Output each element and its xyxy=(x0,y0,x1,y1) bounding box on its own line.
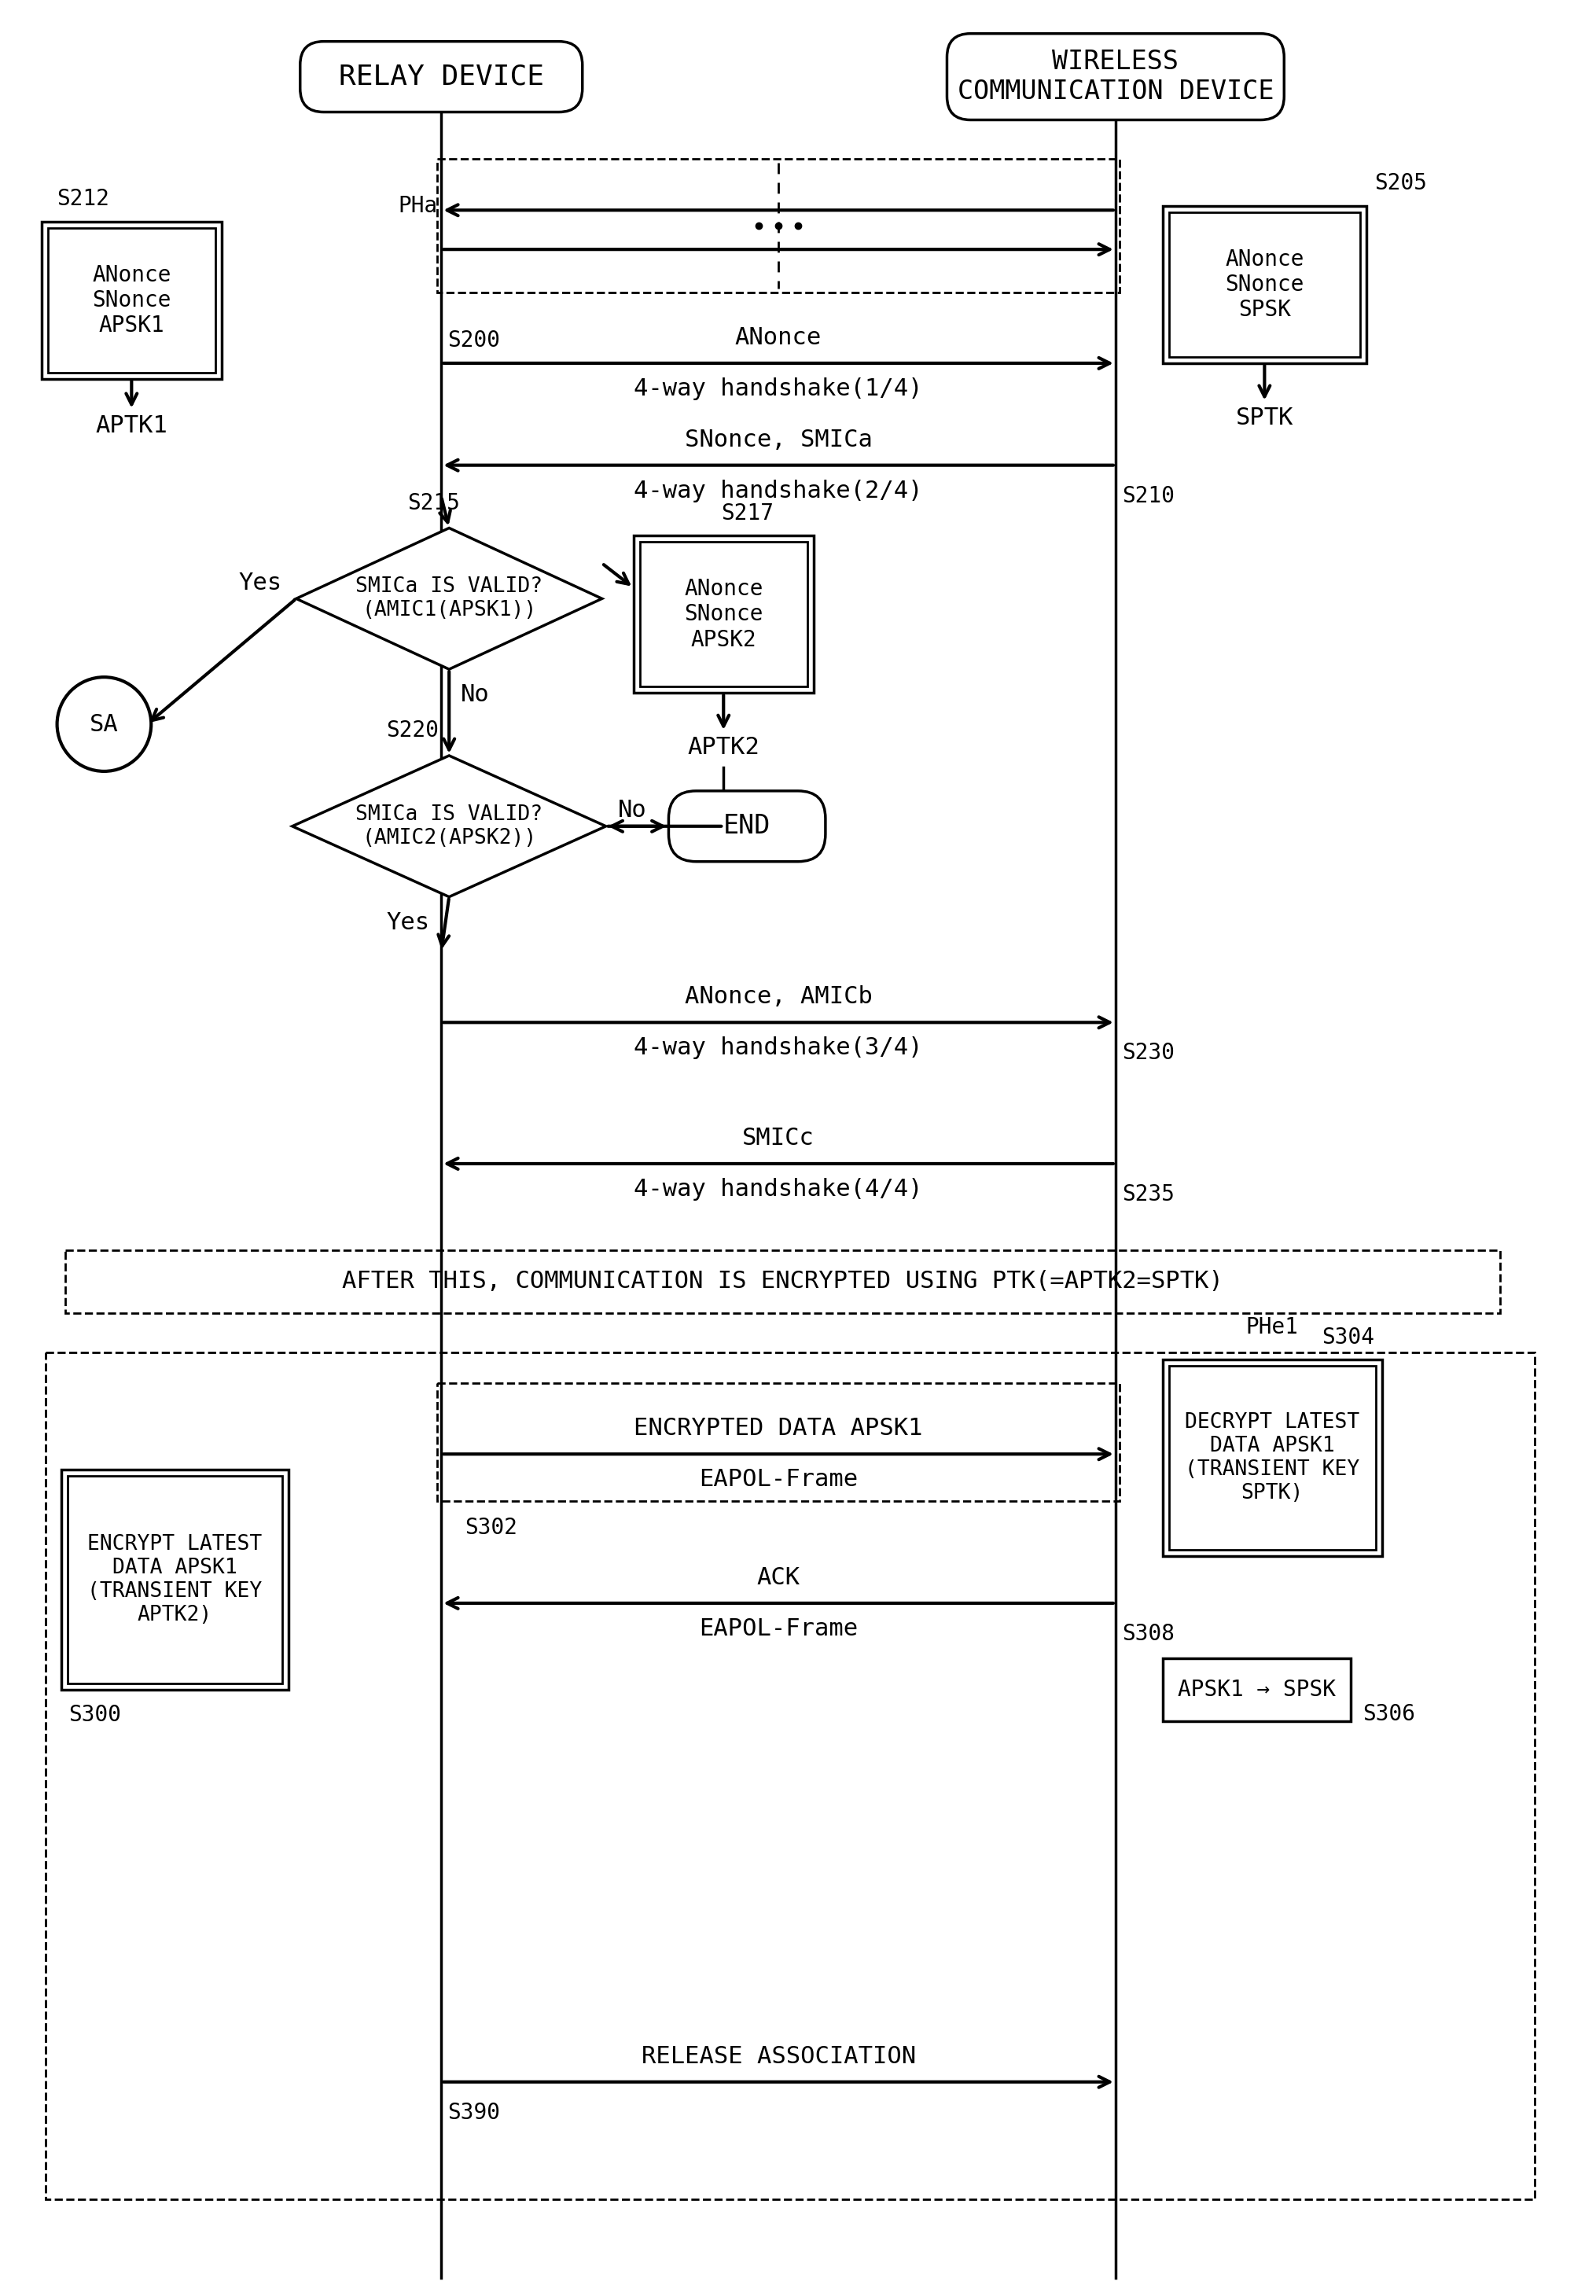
Text: 4-way handshake(4/4): 4-way handshake(4/4) xyxy=(634,1178,922,1201)
Text: S230: S230 xyxy=(1122,1042,1175,1063)
Text: PHa: PHa xyxy=(397,195,437,218)
Bar xyxy=(65,1249,1500,1313)
Text: S210: S210 xyxy=(1122,484,1175,507)
Bar xyxy=(41,223,222,379)
Text: ENCRYPT LATEST
DATA APSK1
(TRANSIENT KEY
APTK2): ENCRYPT LATEST DATA APSK1 (TRANSIENT KEY… xyxy=(88,1534,262,1626)
Text: EAPOL-Frame: EAPOL-Frame xyxy=(699,1467,859,1490)
Text: ANonce
SNonce
SPSK: ANonce SNonce SPSK xyxy=(1226,248,1304,321)
FancyBboxPatch shape xyxy=(669,790,825,861)
Text: Yes: Yes xyxy=(239,572,282,595)
Text: SMICa IS VALID?
(AMIC1(APSK1)): SMICa IS VALID? (AMIC1(APSK1)) xyxy=(356,576,543,620)
Bar xyxy=(61,1469,289,1690)
Bar xyxy=(1162,1658,1350,1722)
Text: AFTER THIS, COMMUNICATION IS ENCRYPTED USING PTK(=APTK2=SPTK): AFTER THIS, COMMUNICATION IS ENCRYPTED U… xyxy=(342,1270,1223,1293)
Polygon shape xyxy=(297,528,602,668)
Text: SNonce, SMICa: SNonce, SMICa xyxy=(685,429,873,450)
Text: S212: S212 xyxy=(57,188,110,211)
Text: PHe1: PHe1 xyxy=(1246,1316,1299,1339)
Bar xyxy=(1162,207,1366,363)
Text: DECRYPT LATEST
DATA APSK1
(TRANSIENT KEY
SPTK): DECRYPT LATEST DATA APSK1 (TRANSIENT KEY… xyxy=(1184,1412,1360,1504)
Bar xyxy=(1168,214,1360,356)
Text: RELEASE ASSOCIATION: RELEASE ASSOCIATION xyxy=(642,2046,916,2069)
Text: ANonce
SNonce
APSK1: ANonce SNonce APSK1 xyxy=(93,264,171,338)
FancyBboxPatch shape xyxy=(946,34,1285,119)
Text: S220: S220 xyxy=(386,719,439,742)
Text: S205: S205 xyxy=(1374,172,1427,195)
Text: ACK: ACK xyxy=(757,1566,800,1589)
Text: APTK2: APTK2 xyxy=(688,737,760,760)
Text: APTK1: APTK1 xyxy=(96,416,168,436)
Bar xyxy=(437,158,1119,292)
Bar xyxy=(437,1384,1119,1502)
Polygon shape xyxy=(292,755,606,898)
Text: ANonce
SNonce
APSK2: ANonce SNonce APSK2 xyxy=(685,579,763,650)
Bar xyxy=(1162,1359,1382,1557)
Text: 4-way handshake(2/4): 4-way handshake(2/4) xyxy=(634,480,922,503)
Text: S300: S300 xyxy=(69,1704,121,1727)
Text: EAPOL-Frame: EAPOL-Frame xyxy=(699,1616,859,1639)
Bar xyxy=(45,1352,1535,2200)
Bar xyxy=(634,535,814,693)
Text: S308: S308 xyxy=(1122,1623,1175,1644)
Text: RELAY DEVICE: RELAY DEVICE xyxy=(338,64,544,90)
Text: SA: SA xyxy=(89,712,118,735)
Text: S217: S217 xyxy=(721,503,774,523)
FancyBboxPatch shape xyxy=(300,41,583,113)
Text: SMICc: SMICc xyxy=(742,1127,814,1150)
Text: S304: S304 xyxy=(1321,1327,1374,1348)
Text: S200: S200 xyxy=(447,328,500,351)
Text: Yes: Yes xyxy=(386,912,429,934)
Text: S306: S306 xyxy=(1363,1704,1416,1724)
Text: 4-way handshake(3/4): 4-way handshake(3/4) xyxy=(634,1035,922,1058)
Circle shape xyxy=(57,677,152,771)
Text: No: No xyxy=(618,799,646,822)
Bar xyxy=(1168,1366,1376,1550)
Text: SPTK: SPTK xyxy=(1235,406,1293,429)
Text: ANonce: ANonce xyxy=(736,326,822,349)
Text: S235: S235 xyxy=(1122,1182,1175,1205)
Text: END: END xyxy=(723,813,771,840)
Bar xyxy=(48,227,215,372)
Text: ENCRYPTED DATA APSK1: ENCRYPTED DATA APSK1 xyxy=(634,1417,922,1440)
Text: S215: S215 xyxy=(407,491,460,514)
Text: WIRELESS
COMMUNICATION DEVICE: WIRELESS COMMUNICATION DEVICE xyxy=(958,48,1274,106)
Text: APSK1 → SPSK: APSK1 → SPSK xyxy=(1178,1678,1336,1701)
Text: 4-way handshake(1/4): 4-way handshake(1/4) xyxy=(634,377,922,400)
Text: SMICa IS VALID?
(AMIC2(APSK2)): SMICa IS VALID? (AMIC2(APSK2)) xyxy=(356,804,543,847)
Text: S302: S302 xyxy=(464,1518,517,1538)
Text: ANonce, AMICb: ANonce, AMICb xyxy=(685,985,873,1008)
Text: No: No xyxy=(461,684,490,707)
Bar xyxy=(67,1476,282,1683)
Bar xyxy=(640,542,808,687)
Text: S390: S390 xyxy=(447,2101,500,2124)
